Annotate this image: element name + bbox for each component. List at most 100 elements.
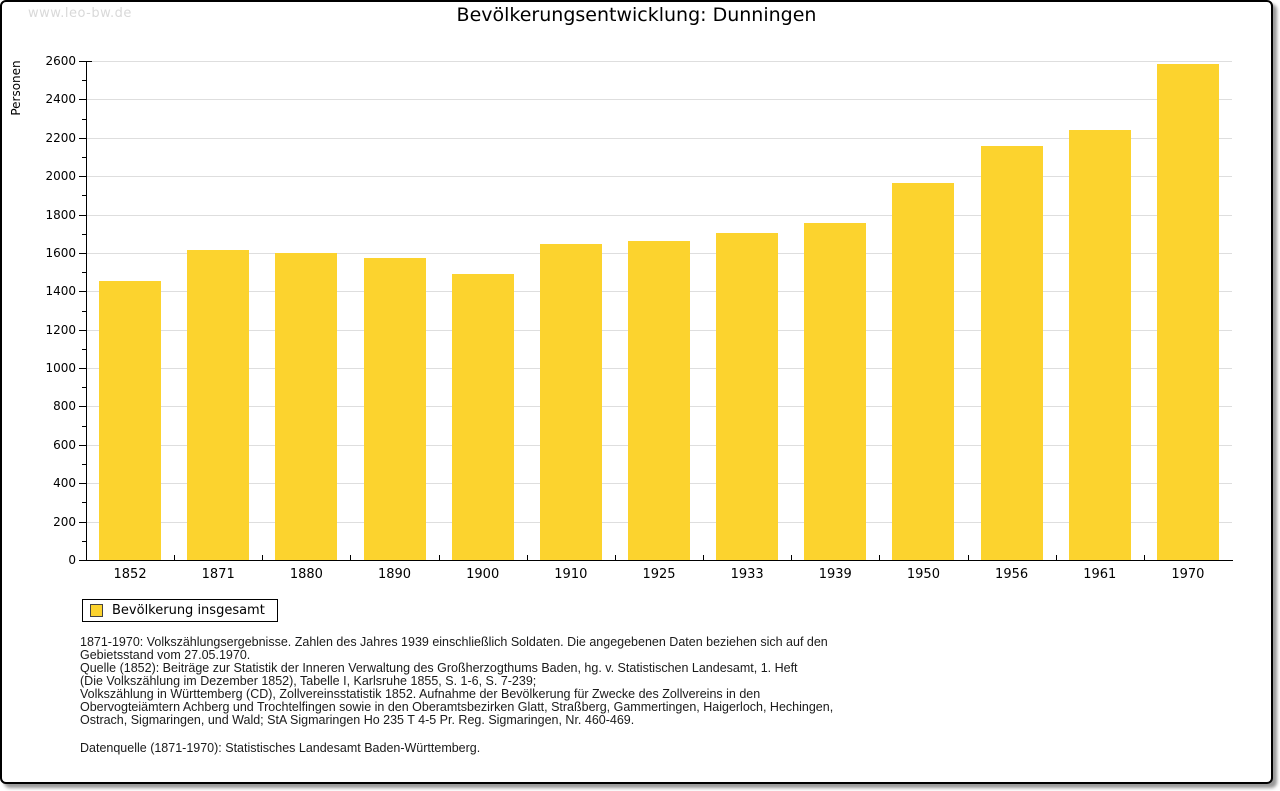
bar-1925 [628,240,690,560]
watermark: www.leo-bw.de [28,6,132,21]
bar-1880 [275,252,338,560]
x-axis-line [86,560,1233,561]
y-axis-minor-tick [82,80,86,82]
footnote-line: Quelle (1852): Beiträge zur Statistik de… [80,661,798,675]
y-axis-major-tick [79,329,86,331]
x-axis-tick-label: 1852 [113,567,147,582]
x-axis-boundary-tick [1143,555,1145,560]
y-axis-top-cap [86,61,92,62]
x-axis-tick-label: 1890 [377,567,412,582]
gridline [86,214,1232,216]
bar-1933 [716,233,779,560]
x-axis-tick-label: 1970 [1171,567,1205,582]
footnote-line: Gebietsstand vom 27.05.1970. [80,648,251,662]
bar-1939 [804,222,867,560]
footnote-line: Obervogteiämtern Achberg und Trochtelfin… [80,700,834,714]
y-axis-minor-tick [82,156,86,158]
x-axis-tick-label: 1871 [201,567,235,582]
chart-title: Bevölkerungsentwicklung: Dunningen [456,4,817,26]
y-axis-minor-tick [82,387,86,389]
y-axis-major-tick [79,406,86,408]
footnote-line: Volkszählung in Württemberg (CD), Zollve… [80,687,761,701]
y-axis-minor-tick [82,310,86,312]
y-axis-tick-label: 1000 [45,361,76,376]
gridline [86,176,1232,178]
x-axis-tick-label: 1939 [818,567,852,582]
datasource-note: Datenquelle (1871-1970): Statistisches L… [80,741,481,755]
bar-1950 [892,183,955,560]
y-axis-minor-tick [82,348,86,350]
footnote-line: Ostrach, Sigmaringen, und Wald; StA Sigm… [80,713,635,727]
y-axis-minor-tick [82,464,86,466]
y-axis-major-tick [79,444,86,446]
y-axis-minor-tick [82,425,86,427]
y-axis-tick-label: 1200 [45,322,76,337]
y-axis-minor-tick [82,195,86,197]
y-axis-tick-label: 2400 [45,92,76,107]
x-axis-boundary-tick [526,555,528,560]
x-axis-tick-label: 1900 [466,567,500,582]
x-axis-boundary-tick [1055,555,1057,560]
x-axis-boundary-tick [703,555,705,560]
bar-1970 [1156,63,1219,560]
y-axis-major-tick [79,214,86,216]
x-axis-boundary-tick [791,555,793,560]
y-axis-major-tick [79,61,86,62]
y-axis-minor-tick [82,272,86,274]
x-axis-boundary-tick [438,555,440,560]
x-axis-boundary-tick [967,555,969,560]
legend-box: Bevölkerung insgesamt [82,599,278,622]
x-axis-boundary-tick [174,555,176,560]
y-axis-tick-label: 600 [53,437,76,452]
y-axis-tick-label: 1800 [45,207,76,222]
y-axis-major-tick [79,99,86,101]
x-axis-tick-label: 1880 [289,567,323,582]
legend-label: Bevölkerung insgesamt [112,603,265,618]
y-axis-tick-label: 0 [68,553,76,567]
bar-1961 [1068,129,1131,560]
x-axis-boundary-tick [614,555,616,560]
y-axis-major-tick [79,483,86,485]
y-axis-tick-label: 2000 [45,169,76,184]
gridline [86,99,1232,101]
bar-1852 [99,280,162,560]
bar-1900 [451,274,514,560]
x-axis-tick-label: 1961 [1083,567,1117,582]
y-axis-tick-label: 2200 [45,130,76,145]
bar-1871 [187,250,250,560]
x-axis-tick-label: 1925 [642,567,676,582]
y-axis-line [86,61,87,560]
x-axis-tick-label: 1950 [906,567,940,582]
footnote-line: 1871-1970: Volkszählungsergebnisse. Zahl… [80,635,828,649]
y-axis-tick-label: 1400 [45,284,76,299]
y-axis-tick-label: 400 [53,476,76,491]
y-axis-minor-tick [82,540,86,542]
y-axis-major-tick [79,521,86,523]
y-axis-major-tick [79,176,86,178]
y-axis-tick-label: 800 [53,399,76,414]
y-axis-minor-tick [82,118,86,120]
footnotes: 1871-1970: Volkszählungsergebnisse. Zahl… [80,636,1210,727]
y-axis-tick-label: 1600 [45,245,76,260]
gridline [86,137,1232,139]
y-axis-major-tick [79,560,86,561]
y-axis-minor-tick [82,502,86,504]
gridline [86,61,1232,62]
x-axis-tick-label: 1933 [730,567,764,582]
y-axis-major-tick [79,137,86,139]
bar-1956 [980,146,1043,560]
y-axis-major-tick [79,252,86,254]
footnote-line: (Die Volkszählung im Dezember 1852), Tab… [80,674,537,688]
x-axis-tick-label: 1910 [554,567,588,582]
bar-chart: 0 200 400 600 800 1000 1200 1400 1600 1800 2000 220… [2,2,1271,782]
legend-swatch-icon [90,604,103,617]
x-axis-tick-label: 1956 [995,567,1029,582]
y-axis-tick-label: 2600 [45,54,76,68]
bar-1890 [363,258,426,560]
y-axis-major-tick [79,368,86,370]
bar-1910 [539,243,602,560]
x-axis-boundary-tick [262,555,264,560]
y-axis-minor-tick [82,233,86,235]
x-axis-boundary-tick [879,555,881,560]
